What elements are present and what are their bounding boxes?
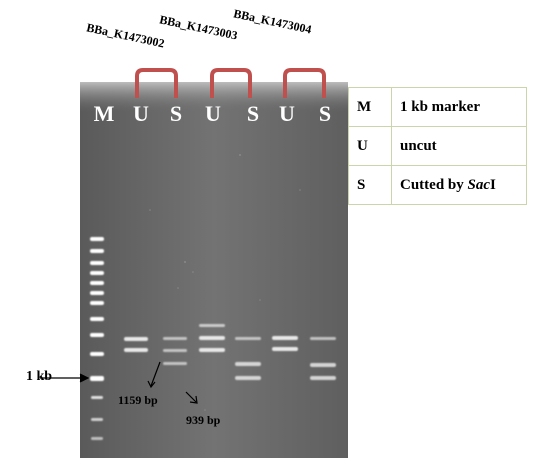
lane-label-s3: S: [318, 101, 332, 126]
band: [124, 337, 148, 341]
band: [235, 362, 261, 366]
ladder-band: [90, 249, 104, 253]
arrow-939-head: [189, 395, 198, 404]
ladder-band: [90, 352, 104, 356]
legend-key: U: [348, 126, 392, 166]
band: [199, 324, 225, 327]
band: [199, 336, 225, 340]
legend-value-suffix: I: [490, 176, 496, 193]
ladder-band: [90, 291, 104, 295]
ladder-band-1kb: [90, 376, 104, 381]
arrows: [40, 361, 198, 404]
band: [310, 337, 336, 340]
legend-value-enzyme: Sac: [467, 176, 491, 193]
ladder-band: [90, 237, 104, 241]
marker-1kb-label: 1 kb: [26, 369, 53, 384]
legend-key: S: [348, 165, 392, 205]
band: [235, 337, 261, 340]
legend-key: M: [348, 87, 392, 127]
lane-label-u3: U: [279, 101, 295, 126]
band-1159-label: 1159 bp: [118, 393, 158, 407]
lane-label-s2: S: [246, 101, 260, 126]
arrow-1159: [150, 361, 161, 387]
band: [163, 337, 187, 340]
lane-label-m: M: [93, 101, 115, 126]
lane-label-u1: U: [133, 101, 149, 126]
bracket-2: [210, 68, 252, 98]
ladder-band: [90, 271, 104, 275]
lane-label-u2: U: [205, 101, 221, 126]
band: [310, 376, 336, 380]
legend-row-marker: M 1 kb marker: [348, 87, 527, 127]
band: [235, 376, 261, 380]
arrow-1kb-head: [79, 373, 90, 383]
arrow-1159-head: [147, 380, 156, 389]
marker-ladder: [90, 237, 104, 440]
sample-bands: [124, 324, 336, 380]
legend-value: uncut: [391, 126, 527, 166]
ladder-band: [90, 281, 104, 285]
band: [163, 349, 187, 352]
band-939-label: 939 bp: [186, 413, 221, 427]
band: [310, 363, 336, 367]
band: [199, 348, 225, 352]
bracket-1: [135, 68, 178, 98]
arrow-939: [185, 391, 197, 403]
legend-value-prefix: Cutted by: [400, 176, 468, 193]
band: [272, 347, 298, 351]
ladder-band: [91, 418, 103, 421]
gel-background: [80, 82, 348, 458]
lane-label-s1: S: [169, 101, 183, 126]
ladder-band: [90, 301, 104, 305]
legend-row-cut: S Cutted by SacI: [348, 165, 527, 205]
ladder-band: [91, 396, 103, 399]
ladder-band: [90, 317, 104, 321]
legend-row-uncut: U uncut: [348, 126, 527, 166]
ladder-band: [91, 437, 103, 440]
ladder-band: [90, 261, 104, 265]
band: [124, 348, 148, 352]
bracket-3: [283, 68, 326, 98]
legend-value: Cutted by SacI: [391, 165, 527, 205]
band: [272, 336, 298, 340]
legend-value: 1 kb marker: [391, 87, 527, 127]
ladder-band: [90, 333, 104, 337]
legend-table: M 1 kb marker U uncut S Cutted by SacI: [348, 87, 527, 205]
band: [163, 362, 187, 365]
